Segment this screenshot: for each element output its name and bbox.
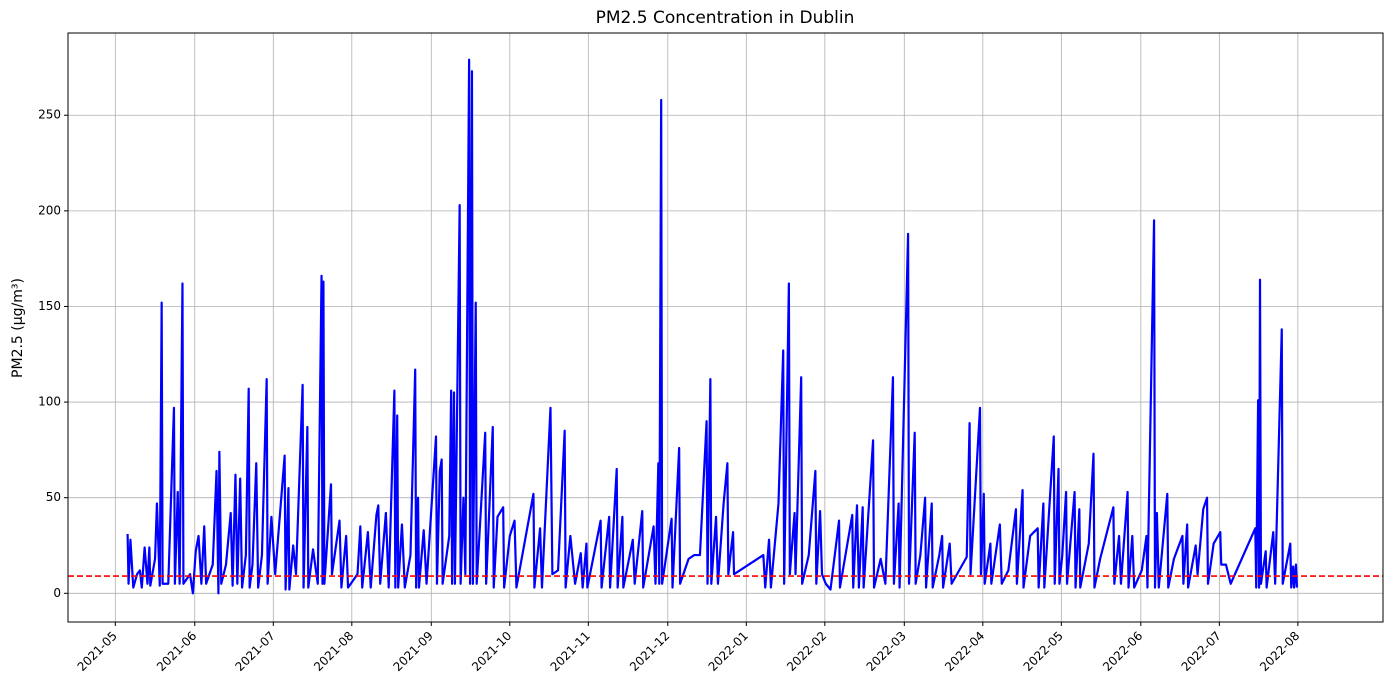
- y-tick-label: 50: [46, 490, 61, 504]
- x-tick-label: 2022-04: [942, 629, 987, 674]
- x-tick-label: 2022-07: [1179, 629, 1224, 674]
- y-tick-label: 100: [38, 395, 61, 409]
- x-tick-label: 2022-08: [1257, 629, 1302, 674]
- x-tick-label: 2022-05: [1021, 629, 1066, 674]
- data-line: [126, 58, 1299, 595]
- x-tick-label: 2022-06: [1100, 629, 1145, 674]
- plot-frame: [67, 32, 1384, 623]
- x-tick-label: 2022-03: [864, 629, 909, 674]
- x-tick-label: 2021-05: [75, 629, 120, 674]
- x-tick-label: 2022-02: [784, 629, 829, 674]
- x-tick-label: 2021-06: [154, 629, 199, 674]
- y-tick-label: 200: [38, 203, 61, 217]
- x-tick-label: 2022-01: [706, 629, 751, 674]
- x-tick-label: 2021-08: [311, 629, 356, 674]
- y-tick-label: 250: [38, 108, 61, 122]
- x-tick-label: 2021-12: [627, 629, 672, 674]
- x-tick-label: 2021-10: [469, 629, 514, 674]
- y-tick-label: 0: [53, 586, 61, 600]
- y-axis-label: PM2.5 (µg/m³): [10, 278, 26, 378]
- x-tick-label: 2021-11: [548, 629, 593, 674]
- x-tick-label: 2021-09: [391, 629, 436, 674]
- y-tick-label: 150: [38, 299, 61, 313]
- chart-title: PM2.5 Concentration in Dublin: [596, 8, 855, 28]
- x-tick-label: 2021-07: [233, 629, 278, 674]
